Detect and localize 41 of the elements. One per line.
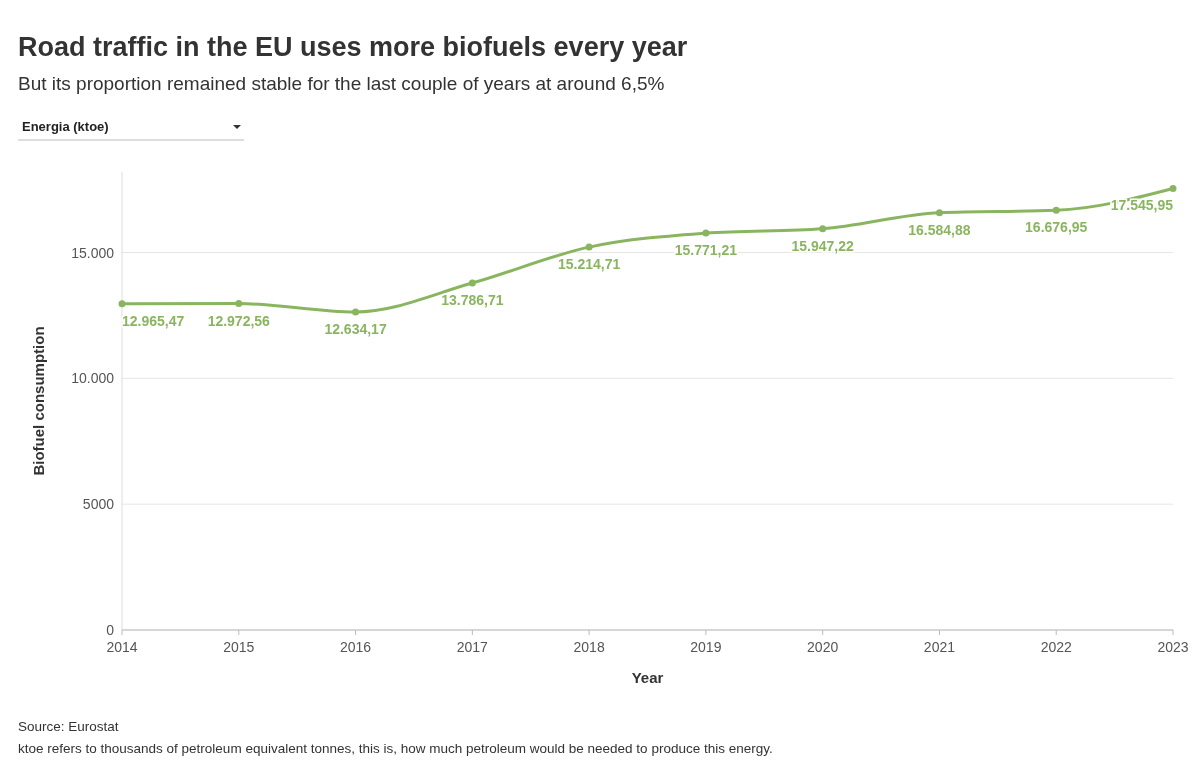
y-tick-label: 15.000: [71, 244, 115, 261]
y-tick-label: 5000: [82, 496, 115, 513]
point: [352, 308, 360, 316]
x-tick-label: 2023: [1157, 639, 1189, 655]
x-tick-label: 2018: [573, 639, 605, 655]
text: Energia (ktoe): [22, 119, 109, 134]
data-label: 16.584,88: [908, 221, 971, 238]
chart-title: Road traffic in the EU uses more biofuels every year: [18, 32, 688, 62]
x-tick-label: 2016: [339, 639, 372, 655]
point: [935, 209, 943, 217]
data-label: 12.634,17: [324, 321, 387, 338]
data-label: 17.545,95: [1110, 197, 1174, 214]
data-label: 12.972,56: [207, 312, 271, 329]
x-tick-label: 2022: [1040, 639, 1072, 655]
point: [1052, 206, 1060, 214]
data-label: 15.771,21: [674, 242, 738, 259]
point: [235, 300, 243, 308]
chart-subtitle: But its proportion remained stable for the last couple of years at around 6,5%: [18, 73, 665, 94]
x-tick-label: 2019: [690, 639, 722, 655]
text: ktoe refers to thousands of petroleum equivalent tonnes, this is, how much petroleum would be needed to produce this energy.: [18, 741, 773, 756]
x-tick-label: 2017: [456, 639, 489, 655]
data-label: 15.947,22: [791, 237, 855, 254]
data-label: 15.214,71: [557, 256, 621, 273]
y-axis-title: Biofuel consumption: [30, 326, 47, 476]
x-tick-label: 2014: [106, 639, 138, 655]
y-tick-label: 0: [106, 622, 115, 638]
y-tick-label: 10.000: [71, 370, 115, 387]
point: [118, 300, 126, 308]
data-label: 13.786,71: [441, 292, 504, 309]
data-label: 16.676,95: [1025, 219, 1088, 236]
x-axis-title: Year: [631, 669, 664, 686]
point: [1169, 184, 1177, 192]
data-label: 12.965,47: [122, 312, 185, 329]
x-tick-label: 2015: [223, 639, 255, 655]
point: [585, 243, 593, 251]
point: [468, 279, 476, 287]
point: [819, 225, 827, 233]
x-tick-label: 2021: [923, 639, 956, 655]
point: [702, 229, 710, 237]
source-note: Source: Eurostat: [18, 719, 119, 734]
x-tick-label: 2020: [807, 639, 839, 655]
